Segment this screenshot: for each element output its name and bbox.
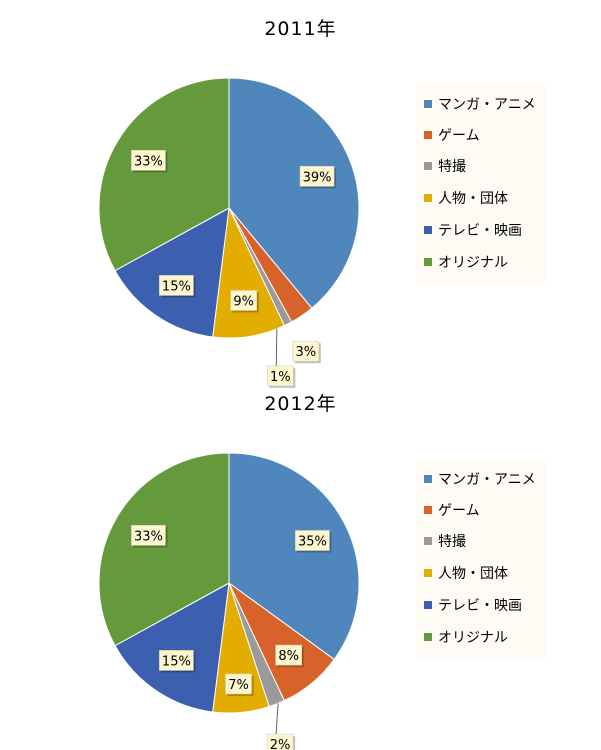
legend-swatch [424,601,432,609]
data-label-box [267,365,294,387]
data-label-box [131,150,166,171]
data-label-text: 39% [303,170,332,185]
pie-slice-original [98,452,230,647]
data-label-person-group: 9% [230,290,259,313]
data-label-text: 8% [278,649,299,664]
data-label-text: 1% [270,370,291,385]
pie-slice-tv-movie [114,207,230,338]
legend-item-original: オリジナル [424,628,508,648]
pie-chart-2011: 39% 3% 1% 9% 15% 33% [98,77,360,388]
legend-swatch [424,194,432,202]
data-label-original: 33% [131,525,168,548]
data-label-text: 9% [233,294,254,309]
data-label-box [225,673,252,695]
legend-label: マンガ・アニメ [438,472,536,488]
legend-item-tokusatsu: 特撮 [424,157,466,177]
legend-label: ゲーム [438,128,480,144]
leader-line [275,703,279,735]
legend-label: ゲーム [438,503,480,519]
data-label-game: 8% [275,644,304,668]
legend-item-original: オリジナル [424,253,508,273]
legend-label: 人物・団体 [438,191,508,207]
legend-2011: マンガ・アニメ ゲーム 特撮 人物・団体 テレビ・映画 オリジナル [416,84,546,284]
data-label-tv-movie: 15% [159,650,196,673]
pie-slice-manga-anime [228,77,360,309]
legend-item-tv-movie: テレビ・映画 [424,221,522,241]
data-label-original: 33% [131,150,168,173]
legend-item-person-group: 人物・団体 [424,564,508,584]
legend-label: テレビ・映画 [438,598,522,614]
legend-item-game: ゲーム [424,501,480,521]
pie-slice-original [98,77,230,272]
legend-2012: マンガ・アニメ ゲーム 特撮 人物・団体 テレビ・映画 オリジナル [416,459,546,659]
data-label-tokusatsu: 1% [267,328,296,388]
data-label-box [159,650,194,671]
data-label-text: 3% [295,345,316,360]
legend-label: マンガ・アニメ [438,97,536,113]
chart-title: 2012年 [264,393,337,415]
pie-slice-manga-anime [228,452,360,661]
data-label-text: 33% [134,529,163,544]
data-label-box [266,733,294,750]
data-label-box [299,165,335,187]
data-label-box [275,644,302,666]
legend-swatch [424,100,432,108]
legend-item-tokusatsu: 特撮 [424,532,466,552]
data-label-game: 3% [292,340,321,364]
legend-label: 特撮 [438,159,466,175]
data-label-tokusatsu: 2% [266,703,296,750]
legend-swatch [424,633,432,641]
data-label-text: 7% [228,678,249,693]
legend-label: 人物・団体 [438,566,508,582]
legend-label: テレビ・映画 [438,223,522,239]
data-label-box [159,275,194,296]
data-label-box [292,340,320,362]
legend-swatch [424,258,432,266]
data-label-box [295,530,330,551]
pie-slice-tv-movie [114,582,230,713]
data-label-person-group: 7% [225,673,254,696]
data-label-text: 33% [134,154,163,169]
legend-item-person-group: 人物・団体 [424,189,508,209]
legend-swatch [424,569,432,577]
data-label-text: 2% [270,738,291,750]
legend-label: 特撮 [438,534,466,550]
data-label-text: 35% [298,535,327,550]
data-label-manga-anime: 35% [295,530,332,553]
legend-label: オリジナル [438,255,508,271]
legend-label: オリジナル [438,630,508,646]
pie-chart-2012: 35% 8% 2% 7% 15% 33% [98,452,360,750]
legend-swatch [424,131,432,139]
legend-item-game: ゲーム [424,126,480,146]
legend-item-manga-anime: マンガ・アニメ [424,470,536,490]
data-label-manga-anime: 39% [299,165,337,189]
data-label-box [131,525,166,546]
legend-swatch [424,475,432,483]
data-label-box [230,290,257,311]
data-label-text: 15% [162,654,191,669]
legend-swatch [424,226,432,234]
legend-item-tv-movie: テレビ・映画 [424,596,522,616]
chart-2011: 2011年 39% 3% 1% 9% 15% 33% マンガ・アニメ ゲーム 特撮 人物・… [98,18,546,388]
data-label-text: 15% [162,279,191,294]
data-label-tv-movie: 15% [159,275,196,298]
legend-swatch [424,537,432,545]
legend-item-manga-anime: マンガ・アニメ [424,95,536,115]
chart-2012: 2012年 35% 8% 2% 7% 15% 33% マンガ・アニメ ゲーム 特撮 人物・… [0,375,601,750]
legend-swatch [424,162,432,170]
leader-line [275,328,278,366]
legend-swatch [424,506,432,514]
chart-title: 2011年 [264,18,337,40]
